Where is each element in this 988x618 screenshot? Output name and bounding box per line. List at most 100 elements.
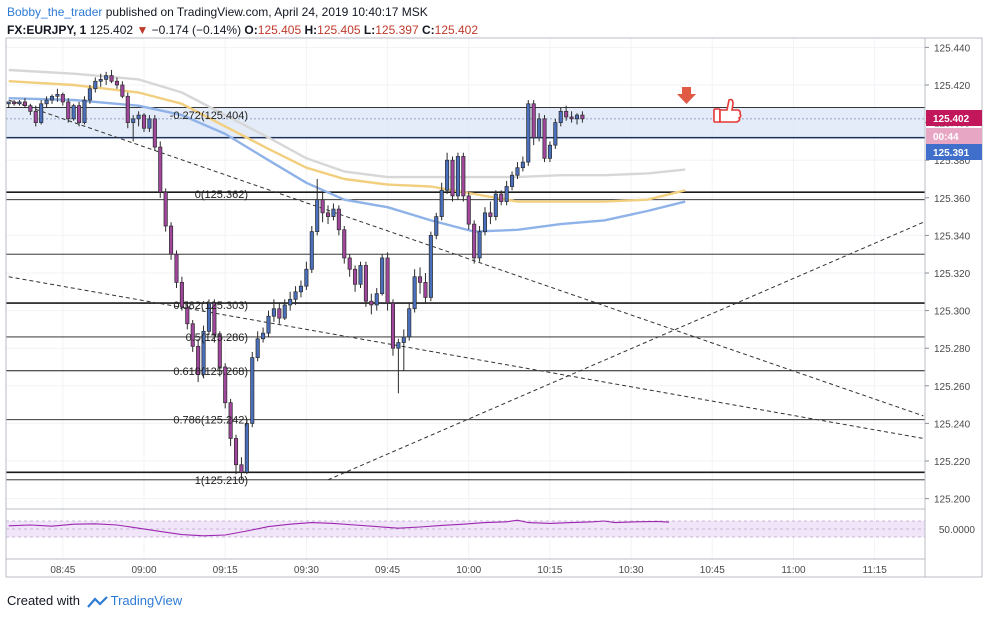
candle (374, 288, 379, 311)
candle-body (147, 118, 152, 129)
candle (109, 69, 114, 84)
candle-body (428, 235, 433, 298)
candle (201, 325, 206, 379)
axes: 125.440125.420125.400125.380125.360125.3… (5, 37, 983, 578)
candle (423, 273, 428, 304)
candle-body (537, 118, 542, 138)
candle (174, 250, 179, 289)
candle-body (163, 191, 168, 227)
candle (412, 269, 417, 313)
price-tag-label: 125.402 (933, 114, 970, 125)
candle (22, 98, 27, 108)
candle-body (380, 257, 385, 295)
candle-body (347, 257, 352, 270)
open-value: 125.405 (257, 23, 302, 37)
price-tag: 125.402 (926, 110, 982, 126)
fib-label: 0.5(125.286) (186, 332, 248, 344)
candle (49, 94, 55, 104)
ma_mid-line (8, 80, 686, 203)
candle (185, 301, 190, 330)
candle (82, 96, 87, 125)
candle (439, 182, 444, 221)
candle (17, 100, 22, 106)
price-change: −0.174 (−0.14%) (151, 23, 242, 37)
candle-body (22, 101, 27, 107)
candle (482, 207, 488, 236)
candle-body (141, 114, 147, 129)
y-tick-label: 125.300 (934, 307, 971, 318)
low-value: 125.397 (375, 23, 419, 37)
x-tick-label: 10:15 (537, 565, 562, 576)
candle-body (266, 315, 271, 334)
x-tick-label: 09:45 (375, 565, 400, 576)
candle-body (569, 116, 574, 120)
candle-body (228, 402, 233, 439)
candle-body (466, 195, 471, 225)
candle (401, 329, 406, 371)
candle (169, 222, 174, 260)
candle-body (66, 101, 71, 120)
candle-body (401, 336, 406, 343)
candle (141, 113, 147, 132)
candle-body (212, 302, 217, 336)
candle (298, 280, 303, 298)
candle-body (547, 144, 552, 159)
candle-body (17, 101, 22, 105)
candle (33, 105, 38, 127)
candle-body (12, 101, 17, 105)
candle-body (353, 268, 358, 285)
price-tag-bg (926, 128, 982, 144)
moving-averages (8, 68, 686, 233)
candle-body (277, 308, 282, 319)
tradingview-brand-link[interactable]: TradingView (110, 593, 183, 608)
candle-body (385, 257, 390, 304)
candle (558, 107, 563, 127)
candle (461, 152, 466, 202)
candle (120, 81, 125, 99)
candle (217, 331, 222, 377)
candle-body (217, 334, 222, 368)
candle-body (131, 118, 136, 123)
last-price: 125.402 (89, 23, 134, 37)
candle (326, 205, 331, 225)
candle (580, 111, 585, 123)
candle-body (60, 94, 65, 103)
candle (515, 162, 520, 179)
candle (347, 254, 352, 277)
x-tick-label: 10:00 (456, 565, 481, 576)
candle-body (515, 167, 520, 176)
thumbs-up-icon (713, 98, 742, 123)
candle-body (120, 84, 125, 97)
candle (71, 103, 76, 121)
candle-body (125, 95, 130, 123)
candle (206, 299, 211, 336)
candle (39, 100, 44, 125)
author-link[interactable]: Bobby_the_trader (7, 5, 103, 19)
candle-body (98, 79, 103, 82)
candle (336, 205, 341, 236)
candle (466, 192, 471, 230)
symbol-legend: FX:EURJPY, 1 125.402 ▼ −0.174 (−0.14%) O… (7, 23, 478, 37)
candle (12, 100, 17, 106)
candle-body (363, 265, 368, 302)
candle-body (331, 208, 336, 217)
candle-body (39, 103, 44, 123)
candle-body (412, 276, 417, 310)
down-arrow-icon (677, 87, 696, 104)
candle (223, 363, 228, 409)
candle-body (109, 75, 114, 82)
candle (418, 267, 423, 294)
candle-body (233, 438, 239, 466)
x-tick-label: 09:15 (213, 565, 238, 576)
symbol-label[interactable]: FX:EURJPY, 1 (7, 23, 87, 37)
trendline (327, 221, 924, 481)
candle-body (510, 174, 515, 187)
candle (55, 88, 60, 102)
y-tick-label: 125.280 (934, 344, 971, 355)
candle (363, 261, 368, 307)
candle-body (77, 105, 82, 123)
candle (542, 115, 547, 163)
candle-body (390, 302, 396, 349)
candle (136, 111, 141, 127)
